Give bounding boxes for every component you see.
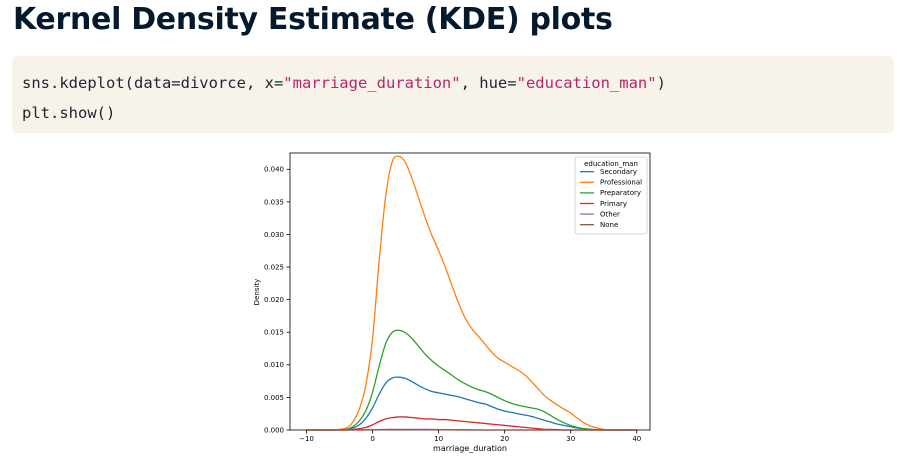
y-tick-label: 0.005: [264, 394, 284, 402]
legend-title: education_man: [584, 160, 638, 168]
y-tick-label: 0.040: [264, 166, 284, 174]
x-tick-label: 40: [632, 435, 641, 443]
y-tick-label: 0.035: [264, 198, 284, 206]
x-tick-label: −10: [299, 435, 314, 443]
y-axis-ticks: 0.000 0.005 0.010 0.015 0.020 0.025 0.030 0.035…: [264, 166, 290, 434]
y-tick-label: 0.010: [264, 361, 284, 369]
y-tick-label: 0.025: [264, 263, 284, 271]
x-axis-ticks: −10 0 10 20 30 40: [299, 430, 641, 443]
kde-plot-svg: −10 0 10 20 30 40 0.0000.0050.0100.0150.0200.…: [253, 152, 651, 453]
x-tick-label: 30: [566, 435, 575, 443]
code-string-token: "marriage_duration": [283, 74, 461, 92]
x-tick-label: 10: [434, 435, 443, 443]
y-axis-label: Density: [253, 279, 261, 306]
slide-title: Kernel Density Estimate (KDE) plots: [13, 2, 613, 37]
series-line-preparatory: [306, 329, 637, 431]
code-line-2: plt.show(): [22, 98, 884, 128]
series-lines: [306, 155, 637, 431]
y-tick-label: 0.015: [264, 329, 284, 337]
x-tick-label: 0: [370, 435, 374, 443]
legend-label: Primary: [600, 200, 627, 208]
series-line-professional: [306, 155, 637, 431]
code-line-1: sns.kdeplot(data=divorce, x="marriage_du…: [22, 68, 884, 98]
code-token: sns.kdeplot(data=divorce, x=: [22, 74, 284, 92]
code-block: sns.kdeplot(data=divorce, x="marriage_du…: [12, 56, 894, 133]
legend-label: Preparatory: [600, 189, 641, 197]
code-string-token: "education_man": [516, 74, 657, 92]
y-tick-label: 0.000: [264, 426, 284, 434]
code-token: plt.show(): [22, 104, 116, 122]
kde-chart: −10 0 10 20 30 40 0.000 0.005 0.010 0.015 0.020 0.…: [250, 147, 660, 457]
legend-label: Professional: [600, 179, 642, 187]
code-token: ): [656, 74, 666, 92]
legend: education_man Secondary Professional Prepa…: [574, 156, 648, 235]
x-axis-label: marriage_duration: [433, 444, 507, 453]
series-line-secondary: [306, 376, 637, 431]
code-token: , hue=: [460, 74, 517, 92]
legend-label: None: [600, 221, 618, 229]
legend-label: Other: [600, 210, 620, 218]
legend-label: Secondary: [600, 168, 637, 176]
legend-items: Secondary Professional Preparatory Primary O…: [580, 168, 642, 229]
x-tick-label: 20: [500, 435, 509, 443]
y-tick-label: 0.020: [264, 296, 284, 304]
y-tick-label: 0.030: [264, 231, 284, 239]
